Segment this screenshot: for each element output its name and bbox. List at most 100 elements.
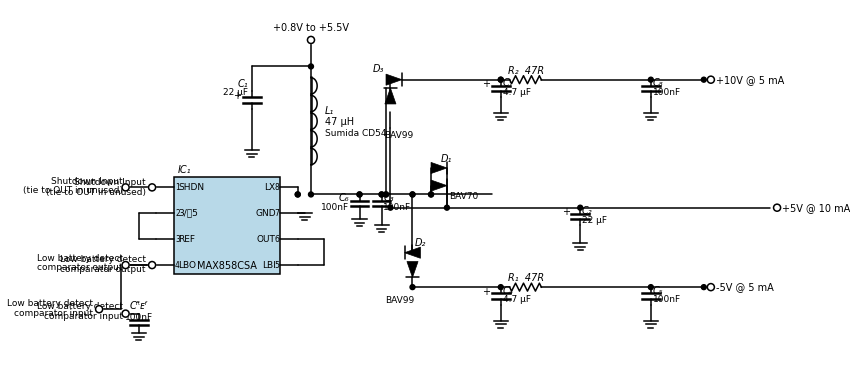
Text: D₁: D₁ — [441, 154, 452, 164]
Circle shape — [410, 192, 415, 197]
Circle shape — [122, 261, 129, 269]
Circle shape — [428, 192, 434, 197]
Text: R₂  47R: R₂ 47R — [507, 66, 544, 76]
Polygon shape — [405, 247, 421, 258]
Circle shape — [445, 205, 450, 210]
Text: comparator output: comparator output — [60, 265, 146, 274]
Text: Shutdown Input: Shutdown Input — [51, 177, 123, 186]
Text: +: + — [562, 207, 570, 217]
Text: 7: 7 — [275, 209, 279, 218]
Text: Low battery detect: Low battery detect — [60, 255, 146, 264]
Text: 2: 2 — [175, 209, 180, 218]
Text: C₆: C₆ — [338, 193, 349, 203]
Text: L₁: L₁ — [325, 105, 334, 116]
Polygon shape — [431, 180, 447, 191]
Text: MAX858CSA: MAX858CSA — [197, 261, 257, 271]
Text: +10V @ 5 mA: +10V @ 5 mA — [717, 75, 785, 85]
Text: 6: 6 — [275, 234, 279, 244]
FancyBboxPatch shape — [174, 177, 280, 274]
Circle shape — [707, 76, 714, 83]
Circle shape — [295, 192, 300, 197]
Circle shape — [388, 205, 393, 210]
Text: 100nF: 100nF — [653, 295, 681, 304]
Text: comparator input: comparator input — [44, 312, 123, 321]
Circle shape — [308, 36, 314, 43]
Text: (tie to OUT in unused): (tie to OUT in unused) — [23, 186, 123, 195]
Text: Shutdown Input: Shutdown Input — [74, 178, 146, 187]
Polygon shape — [386, 74, 402, 85]
Circle shape — [498, 77, 503, 82]
Polygon shape — [431, 162, 447, 174]
Text: LX: LX — [264, 183, 275, 192]
Text: C₄: C₄ — [502, 286, 513, 296]
Text: (tie to OUT in unused): (tie to OUT in unused) — [46, 188, 146, 197]
Text: +: + — [233, 91, 241, 101]
Text: C₂: C₂ — [582, 206, 592, 216]
Text: R₁  47R: R₁ 47R — [507, 273, 544, 283]
Circle shape — [578, 205, 583, 210]
Text: 4: 4 — [175, 261, 180, 270]
Circle shape — [701, 285, 706, 289]
Text: D₃: D₃ — [373, 64, 384, 74]
Text: 8: 8 — [275, 183, 279, 192]
Text: Cᴿᴇᶠ: Cᴿᴇᶠ — [129, 301, 148, 311]
Circle shape — [774, 204, 780, 211]
Polygon shape — [407, 261, 418, 278]
Text: +: + — [482, 286, 490, 297]
Text: BAV70: BAV70 — [450, 192, 479, 201]
Text: +5V @ 10 mA: +5V @ 10 mA — [782, 203, 850, 213]
Text: 100nF: 100nF — [383, 203, 411, 212]
Text: 1: 1 — [175, 183, 180, 192]
Circle shape — [388, 77, 393, 82]
Text: D₂: D₂ — [415, 238, 427, 248]
Text: Sumida CD54: Sumida CD54 — [325, 129, 387, 138]
Text: LBI: LBI — [262, 261, 275, 270]
Text: C₁: C₁ — [238, 79, 248, 89]
Text: C₈: C₈ — [653, 78, 663, 88]
Text: +0.8V to +5.5V: +0.8V to +5.5V — [273, 23, 349, 33]
Text: 22 μF: 22 μF — [582, 215, 607, 224]
Text: 100nF: 100nF — [320, 203, 349, 212]
Polygon shape — [385, 88, 396, 104]
Circle shape — [428, 192, 434, 197]
Circle shape — [707, 283, 714, 291]
Circle shape — [149, 184, 156, 191]
Circle shape — [149, 261, 156, 269]
Text: 3: 3 — [175, 234, 180, 244]
Circle shape — [309, 64, 314, 69]
Text: Low battery detect: Low battery detect — [7, 300, 93, 309]
Text: 3/5: 3/5 — [178, 209, 198, 218]
Circle shape — [383, 192, 388, 197]
Text: BAV99: BAV99 — [385, 296, 414, 305]
Circle shape — [379, 192, 384, 197]
Circle shape — [383, 192, 388, 197]
Text: 100nF: 100nF — [125, 313, 153, 322]
Text: comparator input: comparator input — [14, 309, 93, 318]
Circle shape — [498, 285, 503, 289]
Circle shape — [410, 192, 415, 197]
Circle shape — [701, 77, 706, 82]
Circle shape — [649, 77, 654, 82]
Circle shape — [357, 192, 362, 197]
Text: C₅: C₅ — [653, 286, 663, 296]
Text: C₇: C₇ — [502, 78, 513, 88]
Text: Low battery detect: Low battery detect — [37, 254, 123, 263]
Text: 4.7 μF: 4.7 μF — [502, 295, 530, 304]
Circle shape — [95, 306, 103, 313]
Circle shape — [309, 192, 314, 197]
Text: REF: REF — [178, 234, 196, 244]
Text: 100nF: 100nF — [653, 88, 681, 96]
Text: 4.7 μF: 4.7 μF — [502, 88, 530, 96]
Text: comparator output: comparator output — [37, 263, 123, 272]
Text: +: + — [482, 79, 490, 89]
Text: 5: 5 — [275, 261, 279, 270]
Circle shape — [649, 285, 654, 289]
Text: GND: GND — [255, 209, 275, 218]
Text: 47 μH: 47 μH — [325, 117, 354, 127]
Text: OUT: OUT — [257, 234, 275, 244]
Circle shape — [295, 192, 300, 197]
Text: Low battery detect: Low battery detect — [37, 302, 123, 311]
Text: SHDN: SHDN — [178, 183, 205, 192]
Text: BAV99: BAV99 — [384, 131, 413, 140]
Circle shape — [122, 184, 129, 191]
